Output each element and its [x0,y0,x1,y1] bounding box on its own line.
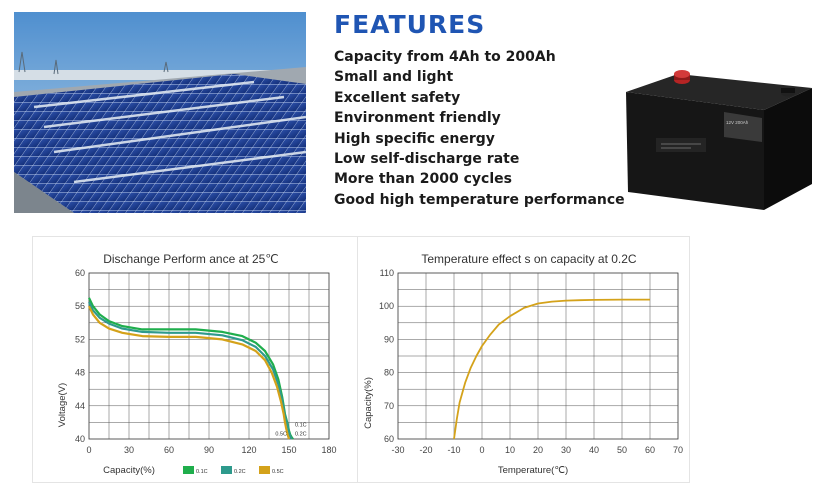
series-line-0 [453,298,650,440]
series-line-2 [88,305,291,440]
feature-item: Excellent safety [334,89,461,106]
x-tick-label: 10 [505,445,515,455]
x-tick-label: 30 [124,445,134,455]
y-tick-label: 44 [75,401,85,411]
discharge-chart-title: Dischange Perform ance at 25℃ [103,252,279,266]
feature-item: More than 2000 cycles [334,171,512,188]
x-tick-label: 20 [533,445,543,455]
temperature-chart: Temperature effect s on capacity at 0.2C… [357,236,690,483]
x-tick-label: 0 [479,445,484,455]
legend-label: 0.2C [234,469,246,475]
temperature-chart-title: Temperature effect s on capacity at 0.2C [421,252,637,266]
x-tick-label: 0 [86,445,91,455]
temperature-series [453,298,650,440]
legend-swatch [259,466,270,474]
feature-item: Small and light [334,69,454,86]
feature-item: High specific energy [334,130,495,147]
y-tick-label: 52 [75,334,85,344]
discharge-chart-svg: Dischange Perform ance at 25℃ Voltage(V)… [57,252,337,476]
x-tick-label: 30 [561,445,571,455]
feature-item: Low self-discharge rate [334,151,520,168]
x-tick-label: 90 [204,445,214,455]
x-tick-label: 180 [321,445,336,455]
temperature-x-axis-label: Temperature(℃) [498,465,568,476]
y-tick-label: 70 [384,401,394,411]
temperature-chart-svg: Temperature effect s on capacity at 0.2C… [363,252,683,476]
feature-item: Environment friendly [334,110,501,127]
x-tick-label: 50 [617,445,627,455]
legend-swatch [221,466,232,474]
features-heading: FEATURES [334,10,486,39]
x-tick-label: 70 [673,445,683,455]
y-tick-label: 56 [75,301,85,311]
legend-label: 0.1C [196,469,208,475]
y-tick-label: 100 [379,301,394,311]
x-tick-label: 40 [589,445,599,455]
y-tick-label: 40 [75,434,85,444]
legend-swatch [183,466,194,474]
x-tick-label: -10 [447,445,460,455]
discharge-series [88,297,294,440]
series-line-1 [88,301,293,440]
discharge-x-ticks: 0 30 60 90 120 150 180 [86,445,336,455]
y-tick-label: 110 [380,268,394,278]
feature-item: Capacity from 4Ah to 200Ah [334,49,556,65]
legend-label: 0.5C [272,469,284,475]
discharge-legend: 0.1C 0.2C 0.5C [183,466,284,475]
x-tick-label: 60 [645,445,655,455]
discharge-y-axis-label: Voltage(V) [57,383,68,427]
x-tick-label: 60 [164,445,174,455]
end-label-0.2C: 0.2C [295,432,307,438]
discharge-chart: Dischange Perform ance at 25℃ Voltage(V)… [32,236,365,483]
y-tick-label: 80 [384,368,394,378]
end-label-0.1C: 0.1C [295,423,307,429]
features-list: Capacity from 4Ah to 200Ah Small and lig… [334,47,625,210]
y-tick-label: 60 [75,268,85,278]
x-tick-label: 120 [241,445,256,455]
discharge-y-ticks: 40 44 48 52 56 60 [75,268,85,444]
battery-label: 12V 200Ah [726,120,749,125]
x-tick-label: -30 [391,445,404,455]
temperature-x-ticks: -30 -20 -10 0 10 20 30 40 50 60 70 [391,445,683,455]
y-tick-label: 60 [384,434,394,444]
x-tick-label: -20 [419,445,432,455]
series-line-0 [88,297,294,440]
discharge-grid [88,272,330,440]
end-label-0.5C: 0.5C [275,432,287,438]
discharge-end-labels: 0.1C 0.5C 0.2C [275,423,306,438]
discharge-x-axis-label: Capacity(%) [103,465,155,476]
y-tick-label: 48 [75,368,85,378]
temperature-y-ticks: 60 70 80 90 100 110 [379,268,394,444]
y-tick-label: 90 [384,334,394,344]
feature-item: Good high temperature performance [334,191,625,208]
temperature-grid [397,272,679,440]
temperature-y-axis-label: Capacity(%) [363,377,374,429]
x-tick-label: 150 [281,445,296,455]
solar-panel-photo [14,12,306,213]
battery-icon: 12V 200Ah [626,70,812,210]
